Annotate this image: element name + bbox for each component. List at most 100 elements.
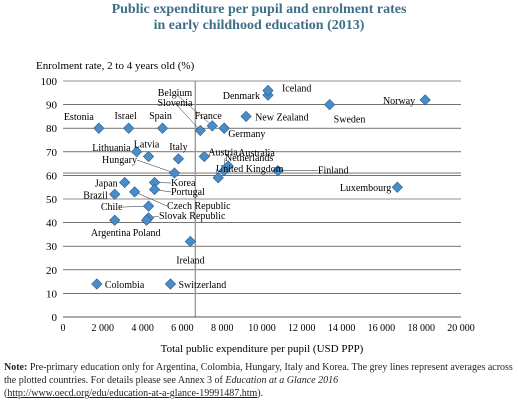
x-tick-label-6000: 6 000	[171, 323, 194, 334]
label-slovenia: Slovenia	[158, 98, 194, 109]
point-slovenia	[194, 124, 206, 137]
average-lines	[63, 81, 461, 317]
point-ireland	[184, 235, 196, 248]
leader-czech-republic	[134, 191, 168, 207]
note-open-paren: (	[4, 388, 8, 399]
point-czech-republic	[129, 186, 141, 198]
y-tick-label-10: 10	[46, 288, 58, 300]
gridlines	[63, 80, 461, 294]
y-tick-label-80: 80	[46, 123, 58, 135]
point-argentina	[109, 214, 121, 226]
label-hungary: Hungary	[102, 155, 137, 166]
label-germany: Germany	[228, 129, 265, 140]
leader-belgium	[174, 92, 213, 127]
label-lithuania: Lithuania	[92, 143, 131, 154]
leader-lines	[122, 92, 318, 219]
label-italy: Italy	[169, 142, 187, 153]
label-latvia: Latvia	[134, 140, 160, 151]
label-poland: Poland	[133, 228, 161, 239]
point-austria	[198, 150, 210, 163]
point-poland	[140, 214, 153, 226]
note-link[interactable]: http://www.oecd.org/edu/education-at-a-g…	[7, 388, 258, 399]
y-tick-label-40: 40	[46, 218, 58, 230]
label-argentina: Argentina	[91, 228, 131, 239]
label-new-zealand: New Zealand	[255, 112, 309, 123]
point-norway	[419, 94, 431, 106]
point-new-zealand	[240, 110, 252, 123]
y-tick-label-30: 30	[46, 241, 58, 253]
point-colombia	[91, 278, 103, 290]
y-tick-label-60: 60	[46, 170, 58, 182]
x-axis-label: Total public expenditure per pupil (USD …	[161, 343, 364, 355]
point-brazil	[109, 188, 121, 200]
point-sweden	[324, 98, 336, 111]
point-united-kingdom	[212, 172, 224, 184]
note-label: Note:	[4, 362, 28, 373]
x-tick-label-14000: 14 000	[328, 323, 356, 334]
label-ireland: Ireland	[176, 255, 204, 266]
scatter-chart: 0 10 20 30 40 50 60 70 80 90 100 0 2 000 4 000 6 000 8 …	[36, 60, 475, 355]
label-france: France	[195, 111, 223, 122]
point-luxembourg	[391, 181, 403, 193]
label-united-kingdom: United Kingdom	[216, 164, 284, 175]
label-japan: Japan	[95, 178, 118, 189]
x-tick-label-16000: 16 000	[368, 323, 396, 334]
point-lithuania	[131, 146, 143, 158]
point-israel	[123, 122, 135, 134]
axes: 0 10 20 30 40 50 60 70 80 90 100 0 2 000 4 000 6 000 8 …	[41, 76, 475, 334]
y-tick-label-70: 70	[46, 147, 58, 159]
label-belgium: Belgium	[158, 88, 193, 99]
label-austria: Austria	[208, 148, 238, 159]
y-tick-label-20: 20	[46, 265, 58, 277]
point-italy	[172, 153, 185, 165]
x-tick-label-10000: 10 000	[248, 323, 276, 334]
point-chile	[142, 200, 155, 212]
y-tick-label-0: 0	[52, 312, 58, 324]
chart-title-line-2: in early childhood education (2013)	[153, 18, 365, 33]
label-denmark: Denmark	[223, 91, 260, 102]
label-luxembourg: Luxembourg	[340, 183, 391, 194]
y-tick-label-90: 90	[46, 100, 58, 112]
point-netherlands	[218, 165, 230, 177]
label-estonia: Estonia	[64, 112, 95, 123]
label-sweden: Sweden	[334, 115, 366, 126]
point-germany	[218, 122, 230, 134]
label-czech-republic: Czech Republic	[167, 201, 231, 212]
point-japan	[119, 176, 131, 189]
label-chile: Chile	[101, 202, 123, 213]
note-text: Pre-primary education only for Argentina…	[4, 362, 513, 386]
label-korea: Korea	[171, 178, 196, 189]
label-israel: Israel	[115, 111, 137, 122]
note-close-paren: ).	[257, 388, 264, 399]
data-points	[91, 84, 431, 290]
chart-title-line-1: Public expenditure per pupil and enrolme…	[111, 2, 407, 17]
x-tick-label-20000: 20 000	[447, 323, 475, 334]
leader-hungary	[136, 159, 175, 174]
x-tick-label-0: 0	[61, 323, 66, 334]
label-spain: Spain	[149, 111, 172, 122]
chart-note: Note: Pre-primary education only for Arg…	[4, 361, 516, 400]
point-latvia	[142, 150, 155, 163]
label-switzerland: Switzerland	[178, 280, 226, 291]
point-finland	[272, 165, 284, 177]
x-tick-label-2000: 2 000	[92, 323, 115, 334]
x-tick-label-8000: 8 000	[211, 323, 234, 334]
label-brazil: Brazil	[83, 190, 108, 201]
label-iceland: Iceland	[282, 83, 311, 94]
label-portugal: Portugal	[171, 187, 205, 198]
point-portugal	[148, 183, 161, 196]
x-tick-label-18000: 18 000	[407, 323, 435, 334]
y-axis-label: Enrolment rate, 2 to 4 years old (%)	[36, 60, 195, 72]
point-spain	[156, 122, 169, 134]
x-tick-label-12000: 12 000	[288, 323, 316, 334]
x-tick-label-4000: 4 000	[131, 323, 154, 334]
point-belgium	[206, 120, 218, 132]
label-finland: Finland	[318, 166, 349, 177]
label-australia: Australia	[238, 148, 275, 159]
chart-title: Public expenditure per pupil and enrolme…	[0, 2, 518, 34]
y-tick-label-100: 100	[41, 76, 58, 88]
point-hungary	[168, 167, 181, 179]
label-colombia: Colombia	[105, 280, 145, 291]
point-estonia	[93, 122, 105, 134]
